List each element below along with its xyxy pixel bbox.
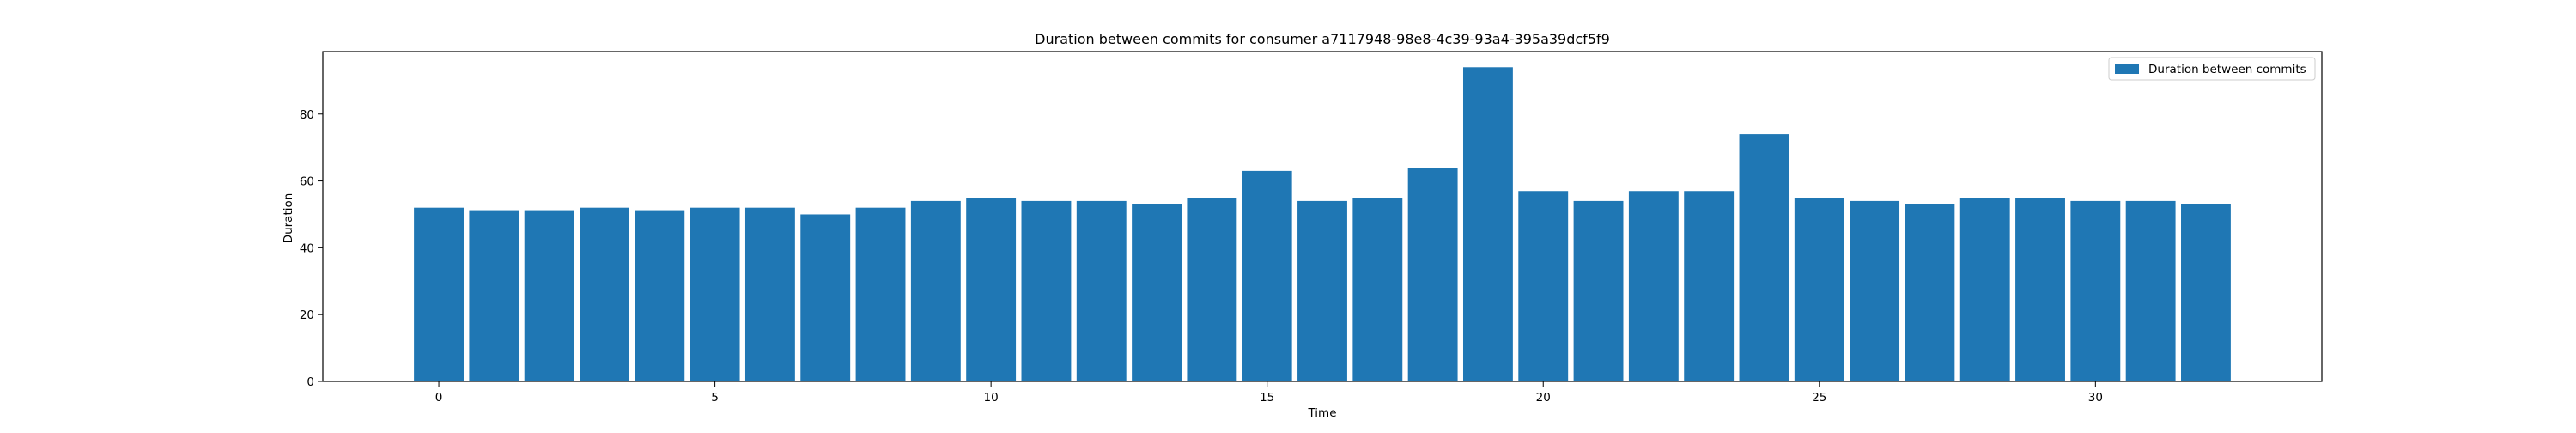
bar-19 (1462, 67, 1513, 381)
y-axis: 0 20 40 60 80 (300, 108, 323, 389)
chart-title: Duration between commits for consumer a7… (1035, 31, 1610, 47)
x-axis-label: Time (1307, 406, 1336, 420)
bar-9 (910, 200, 961, 381)
x-axis: 0 5 10 15 20 25 30 (435, 381, 2103, 405)
bar-25 (1794, 198, 1844, 381)
x-tick-label: 0 (435, 391, 443, 405)
bar-7 (800, 214, 851, 381)
bar-17 (1352, 198, 1403, 381)
legend-label: Duration between commits (2148, 63, 2306, 76)
bar-29 (2015, 198, 2065, 381)
bar-22 (1628, 191, 1679, 381)
y-tick-label: 80 (300, 108, 314, 122)
bar-24 (1739, 134, 1789, 381)
x-tick-label: 10 (984, 391, 999, 405)
bar-5 (690, 207, 740, 381)
legend-frame (2108, 57, 2316, 81)
bar-32 (2181, 204, 2231, 381)
y-tick-label: 40 (300, 241, 314, 255)
bar-31 (2125, 200, 2176, 381)
x-tick-label: 5 (711, 391, 719, 405)
bar-23 (1684, 191, 1735, 381)
y-tick-label: 60 (300, 175, 314, 189)
bar-12 (1076, 200, 1127, 381)
bar-27 (1905, 204, 1955, 381)
x-tick-label: 30 (2088, 391, 2103, 405)
bars-layer (414, 67, 2231, 381)
bar-15 (1242, 170, 1292, 381)
x-tick-label: 25 (1812, 391, 1826, 405)
y-tick-label: 0 (307, 375, 314, 389)
bar-18 (1407, 168, 1458, 381)
bar-2 (524, 210, 574, 381)
bar-4 (635, 210, 685, 381)
bar-28 (1959, 198, 2010, 381)
bar-3 (580, 207, 629, 381)
bar-14 (1187, 198, 1237, 381)
y-tick-label: 20 (300, 308, 314, 322)
bar-21 (1573, 200, 1624, 381)
x-tick-label: 20 (1536, 391, 1551, 405)
bar-6 (744, 207, 795, 381)
bar-30 (2070, 200, 2121, 381)
bar-0 (414, 207, 464, 381)
legend-swatch (2115, 64, 2139, 74)
legend: Duration between commits (2108, 57, 2316, 81)
bar-10 (966, 198, 1017, 381)
x-tick-label: 15 (1260, 391, 1274, 405)
bar-8 (855, 207, 906, 381)
bar-11 (1021, 200, 1072, 381)
bar-16 (1297, 200, 1347, 381)
y-axis-label: Duration (282, 193, 295, 244)
plot-frame (322, 51, 2323, 382)
bar-26 (1850, 200, 1900, 381)
bar-1 (469, 210, 519, 381)
bar-20 (1518, 191, 1569, 381)
bar-13 (1132, 204, 1182, 381)
